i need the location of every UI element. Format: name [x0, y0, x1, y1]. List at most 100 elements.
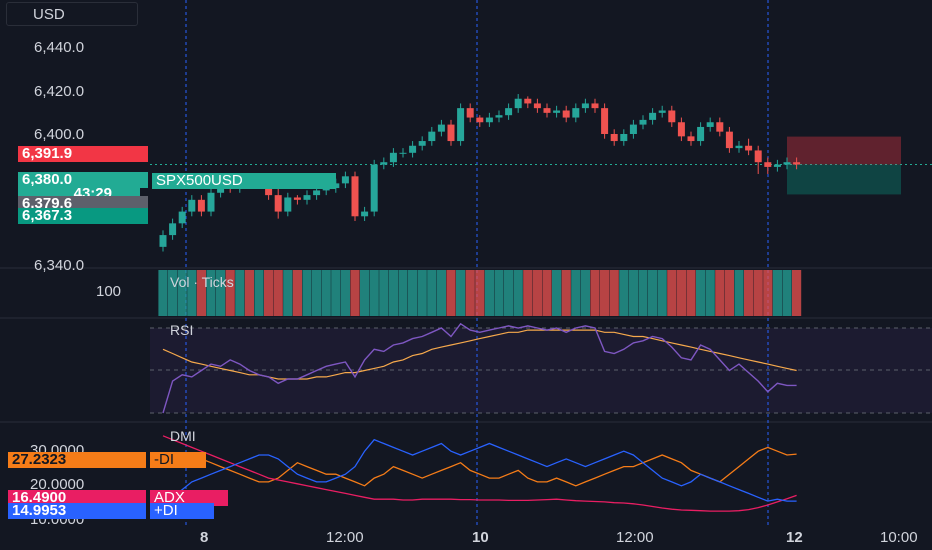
candle-body — [716, 122, 724, 132]
volume-bar — [388, 270, 398, 316]
volume-bar — [254, 270, 264, 316]
candle-body — [706, 122, 714, 127]
candle-body — [361, 211, 369, 217]
candle-body — [341, 176, 349, 184]
volume-bar — [168, 270, 178, 316]
volume-bar — [225, 270, 235, 316]
adx-label-tag: ADX — [150, 490, 228, 506]
candle-body — [476, 117, 484, 123]
volume-bar — [676, 270, 686, 316]
volume-bar — [302, 270, 312, 316]
candle-body — [562, 110, 570, 118]
candle-body — [197, 199, 205, 212]
currency-label: USD — [33, 6, 65, 23]
volume-bar — [456, 270, 466, 316]
candle-body — [735, 145, 743, 149]
candle-body — [754, 150, 762, 163]
candle-body — [505, 108, 513, 116]
volume-bar — [283, 270, 293, 316]
volume-bar — [465, 270, 475, 316]
dmi-pane-title: DMI — [170, 428, 196, 444]
candle-body — [725, 131, 733, 149]
volume-bar — [331, 270, 341, 316]
candle-body — [274, 195, 282, 212]
volume-bar — [628, 270, 638, 316]
adx-value-tag: 16.4900 — [8, 490, 146, 506]
volume-bar — [619, 270, 629, 316]
price-tag-low: 6,367.3 — [18, 208, 148, 224]
currency-button[interactable]: USD — [6, 2, 138, 26]
candle-body — [457, 108, 465, 142]
volume-bar — [580, 270, 590, 316]
candle-body — [370, 164, 378, 212]
price-tag-high: 6,391.9 — [18, 146, 148, 162]
adx-line — [162, 435, 797, 512]
candle-body — [572, 108, 580, 118]
volume-bar — [312, 270, 322, 316]
candle-body — [793, 162, 801, 165]
candle-body — [649, 112, 657, 120]
volume-bar — [657, 270, 667, 316]
price-tick: 6,420.0 — [34, 83, 85, 100]
volume-bar — [484, 270, 494, 316]
volume-bar — [686, 270, 696, 316]
candle-body — [303, 195, 311, 200]
volume-bar — [600, 270, 610, 316]
volume-bar — [196, 270, 206, 316]
volume-bar — [782, 270, 792, 316]
candle-body — [553, 110, 561, 113]
candle-body — [159, 235, 167, 247]
candle-body — [447, 124, 455, 142]
price-tick: 6,440.0 — [34, 39, 85, 56]
volume-bar — [542, 270, 552, 316]
volume-bar — [187, 270, 197, 316]
candle-body — [543, 108, 551, 113]
candle-body — [437, 124, 445, 132]
target-zone — [787, 164, 901, 195]
plus-di-label-tag: +DI — [150, 503, 214, 519]
volume-bar — [648, 270, 658, 316]
volume-pane-title: Vol · Ticks — [170, 274, 234, 290]
volume-bar — [763, 270, 773, 316]
time-tick: 12 — [786, 529, 803, 546]
candle-body — [658, 110, 666, 113]
candle-body — [524, 98, 532, 104]
candle-body — [409, 145, 417, 153]
candle-body — [764, 162, 772, 167]
volume-bar — [475, 270, 485, 316]
volume-bar — [571, 270, 581, 316]
candle-body — [783, 162, 791, 165]
candle-body — [485, 117, 493, 123]
candle-body — [207, 192, 215, 212]
candle-body — [380, 162, 388, 165]
volume-bar — [696, 270, 706, 316]
price-tick: 6,340.0 — [34, 257, 85, 274]
candle-body — [677, 122, 685, 137]
time-tick: 12:00 — [326, 529, 364, 546]
time-tick: 10:00 — [880, 529, 918, 546]
time-tick: 10 — [472, 529, 489, 546]
volume-bar — [264, 270, 274, 316]
candle-body — [581, 103, 589, 109]
volume-bar — [638, 270, 648, 316]
volume-bar — [513, 270, 523, 316]
candle-body — [629, 124, 637, 134]
volume-bar — [446, 270, 456, 316]
volume-bar — [504, 270, 514, 316]
volume-bar — [744, 270, 754, 316]
candle-body — [322, 188, 330, 191]
candle-body — [687, 136, 695, 142]
volume-bar — [532, 270, 542, 316]
candle-body — [284, 197, 292, 212]
candle-body — [745, 145, 753, 151]
volume-bar — [369, 270, 379, 316]
candle-body — [591, 103, 599, 109]
candle-body — [466, 108, 474, 118]
volume-bar — [321, 270, 331, 316]
volume-bar — [379, 270, 389, 316]
price-tag-last: 6,380.0 — [18, 172, 148, 188]
time-tick: 8 — [200, 529, 209, 546]
candle-body — [620, 134, 628, 142]
